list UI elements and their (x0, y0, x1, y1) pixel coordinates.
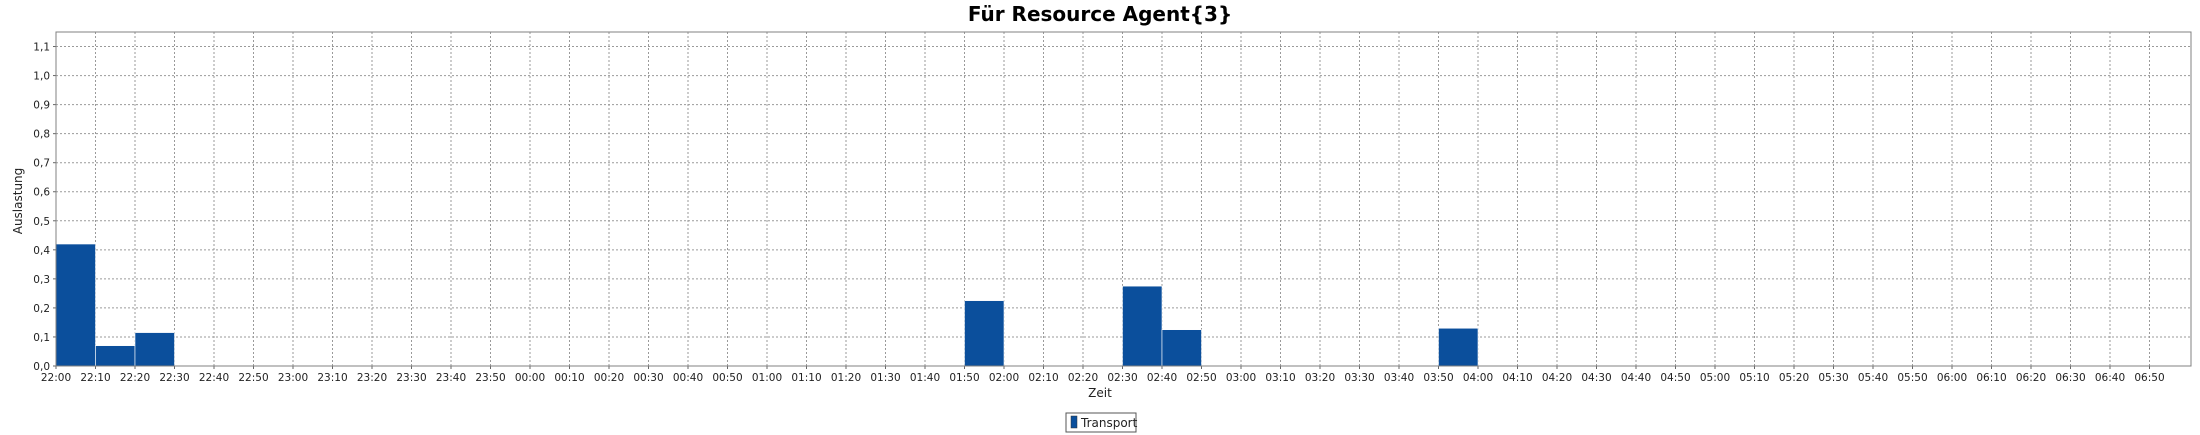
x-tick-label: 01:00 (752, 372, 782, 384)
x-tick-label: 00:00 (515, 372, 545, 384)
x-tick-label: 01:30 (870, 372, 900, 384)
x-tick-label: 06:50 (2134, 372, 2164, 384)
x-tick-label: 03:00 (1226, 372, 1256, 384)
y-tick-label: 0,5 (33, 216, 50, 228)
x-tick-label: 23:50 (475, 372, 505, 384)
x-tick-label: 05:20 (1779, 372, 1809, 384)
x-tick-label: 02:40 (1147, 372, 1177, 384)
x-tick-label: 06:20 (2016, 372, 2046, 384)
x-tick-label: 06:30 (2055, 372, 2085, 384)
x-tick-label: 01:20 (831, 372, 861, 384)
x-tick-label: 00:10 (554, 372, 584, 384)
bar-2210 (96, 346, 136, 366)
x-tick-label: 03:50 (1423, 372, 1453, 384)
x-tick-label: 00:20 (594, 372, 624, 384)
x-tick-label: 22:10 (80, 372, 110, 384)
x-tick-label: 06:00 (1937, 372, 1967, 384)
x-tick-label: 03:30 (1344, 372, 1374, 384)
x-tick-label: 23:20 (357, 372, 387, 384)
x-tick-label: 01:10 (791, 372, 821, 384)
y-tick-label: 0,1 (33, 332, 50, 344)
y-tick-label: 0,7 (33, 158, 50, 170)
x-tick-label: 02:50 (1186, 372, 1216, 384)
x-tick-label: 23:30 (396, 372, 426, 384)
x-tick-label: 23:00 (278, 372, 308, 384)
x-tick-label: 23:40 (436, 372, 466, 384)
x-tick-label: 04:30 (1581, 372, 1611, 384)
x-tick-label: 00:50 (712, 372, 742, 384)
bar-0230 (1123, 286, 1163, 366)
bar-0150 (965, 301, 1005, 366)
x-tick-label: 02:10 (1028, 372, 1058, 384)
y-tick-label: 1,0 (33, 71, 50, 83)
y-tick-label: 0,2 (33, 303, 50, 315)
x-tick-label: 22:20 (120, 372, 150, 384)
x-tick-label: 03:10 (1265, 372, 1295, 384)
x-tick-label: 01:50 (949, 372, 979, 384)
x-tick-label: 02:30 (1107, 372, 1137, 384)
x-tick-label: 04:10 (1502, 372, 1532, 384)
x-tick-label: 22:40 (199, 372, 229, 384)
x-tick-label: 05:50 (1897, 372, 1927, 384)
x-tick-label: 03:20 (1305, 372, 1335, 384)
x-tick-label: 06:10 (1976, 372, 2006, 384)
bar-0350 (1439, 328, 1479, 366)
x-tick-label: 04:50 (1660, 372, 1690, 384)
bar-2200 (56, 244, 96, 366)
chart-title: Für Resource Agent{3} (968, 2, 1232, 26)
x-tick-label: 22:00 (41, 372, 71, 384)
y-tick-label: 1,1 (33, 42, 50, 54)
x-tick-label: 23:10 (317, 372, 347, 384)
x-tick-label: 00:40 (673, 372, 703, 384)
x-tick-label: 05:00 (1700, 372, 1730, 384)
y-axis-ticks: 0,00,10,20,30,40,50,60,70,80,91,01,1 (33, 42, 56, 373)
x-tick-label: 02:20 (1068, 372, 1098, 384)
y-axis-label: Auslastung (11, 168, 25, 235)
bar-0240 (1162, 330, 1202, 366)
bar-2220 (135, 333, 175, 366)
legend: Transport (1066, 413, 1138, 432)
x-tick-label: 05:10 (1739, 372, 1769, 384)
y-tick-label: 0,4 (33, 245, 50, 257)
x-axis-ticks: 22:00 22:10 22:20 22:30 22:40 22:50 23:00 23:10… (41, 366, 2165, 384)
x-tick-label: 02:00 (989, 372, 1019, 384)
x-tick-label: 05:40 (1858, 372, 1888, 384)
legend-swatch-transport (1071, 416, 1077, 428)
x-tick-label: 05:30 (1818, 372, 1848, 384)
x-tick-label: 22:30 (159, 372, 189, 384)
x-tick-label: 00:30 (633, 372, 663, 384)
legend-label-transport: Transport (1080, 416, 1138, 430)
x-tick-label: 06:40 (2095, 372, 2125, 384)
x-tick-label: 04:40 (1621, 372, 1651, 384)
y-tick-label: 0,3 (33, 274, 50, 286)
y-tick-label: 0,8 (33, 129, 50, 141)
x-tick-label: 22:50 (238, 372, 268, 384)
x-tick-label: 04:20 (1542, 372, 1572, 384)
y-tick-label: 0,9 (33, 100, 50, 112)
x-tick-label: 03:40 (1384, 372, 1414, 384)
y-tick-label: 0,6 (33, 187, 50, 199)
x-tick-label: 01:40 (910, 372, 940, 384)
x-axis-label: Zeit (1088, 386, 1112, 400)
x-tick-label: 04:00 (1463, 372, 1493, 384)
